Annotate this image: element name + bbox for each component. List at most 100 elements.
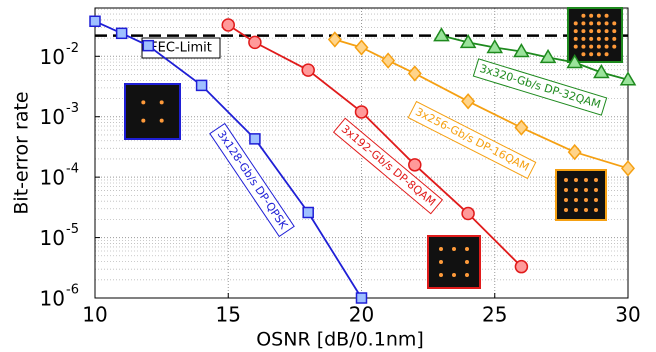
- constellation-point: [141, 119, 145, 123]
- series-label: 3x256-Gb/s DP-16QAM: [408, 102, 535, 179]
- constellation: [568, 8, 622, 62]
- constellation-point: [594, 178, 598, 182]
- x-tick-label: 10: [82, 303, 107, 327]
- point: [303, 208, 313, 218]
- y-tick-exponent: -4: [66, 162, 79, 177]
- constellation-point: [465, 247, 469, 251]
- constellation-point: [589, 45, 593, 49]
- y-tick-label: 10: [40, 287, 65, 311]
- constellation-point: [581, 29, 585, 33]
- y-tick-exponent: -5: [66, 222, 79, 237]
- constellation-point: [584, 208, 588, 212]
- constellation: [556, 170, 606, 220]
- point: [515, 121, 527, 135]
- constellation-point: [605, 14, 609, 18]
- constellation-point: [605, 37, 609, 41]
- constellation-point: [160, 100, 164, 104]
- point: [143, 41, 153, 51]
- constellation-point: [574, 198, 578, 202]
- constellation-point: [452, 247, 456, 251]
- constellation-point: [584, 188, 588, 192]
- constellation-point: [597, 45, 601, 49]
- constellation-point: [581, 14, 585, 18]
- point: [409, 66, 421, 80]
- constellation-point: [160, 119, 164, 123]
- legend-label: 3x320-Gb/s DP-32QAM: [478, 62, 602, 111]
- point: [117, 28, 127, 38]
- constellation-point: [612, 37, 616, 41]
- y-tick-label: 10: [40, 226, 65, 250]
- legend-label: 3x192-Gb/s DP-8QAM: [339, 122, 438, 208]
- constellation-point: [574, 37, 578, 41]
- y-tick-label: 10: [40, 166, 65, 190]
- constellation-point: [589, 14, 593, 18]
- constellation-point: [594, 198, 598, 202]
- constellation-point: [574, 29, 578, 33]
- point: [222, 19, 234, 31]
- constellation-point: [589, 37, 593, 41]
- constellation-point: [589, 21, 593, 25]
- constellation-point: [439, 273, 443, 277]
- point: [249, 36, 261, 48]
- point: [462, 94, 474, 108]
- constellation-point: [564, 188, 568, 192]
- x-tick-label: 15: [216, 303, 241, 327]
- constellation-point: [584, 178, 588, 182]
- y-tick-exponent: -6: [66, 283, 79, 298]
- constellation-point: [465, 260, 469, 264]
- constellation-point: [581, 37, 585, 41]
- point: [515, 261, 527, 273]
- y-tick-label: 10: [40, 105, 65, 129]
- point: [622, 161, 634, 175]
- point: [250, 134, 260, 144]
- point: [356, 106, 368, 118]
- constellation-point: [597, 29, 601, 33]
- x-tick-label: 20: [349, 303, 374, 327]
- constellation-point: [564, 178, 568, 182]
- constellation-point: [452, 273, 456, 277]
- constellation-point: [581, 52, 585, 56]
- y-tick-label: 10: [40, 45, 65, 69]
- y-tick-exponent: -2: [66, 41, 79, 56]
- point: [462, 208, 474, 220]
- point: [409, 159, 421, 171]
- constellation-point: [589, 29, 593, 33]
- point: [569, 145, 581, 159]
- constellation-point: [605, 45, 609, 49]
- constellation-point: [597, 52, 601, 56]
- constellation-point: [605, 21, 609, 25]
- constellation-point: [597, 14, 601, 18]
- constellation-point: [574, 45, 578, 49]
- x-tick-label: 25: [482, 303, 507, 327]
- point: [197, 80, 207, 90]
- point: [357, 293, 367, 303]
- constellation-point: [605, 52, 609, 56]
- constellation-point: [612, 45, 616, 49]
- constellation-point: [597, 21, 601, 25]
- point: [302, 64, 314, 76]
- constellation-point: [574, 208, 578, 212]
- constellation-point: [581, 21, 585, 25]
- point: [90, 16, 100, 26]
- constellation-point: [465, 273, 469, 277]
- constellation-point: [612, 29, 616, 33]
- constellation: [125, 84, 180, 139]
- constellation-point: [574, 21, 578, 25]
- constellation-point: [439, 247, 443, 251]
- constellation-point: [605, 29, 609, 33]
- constellation-point: [597, 37, 601, 41]
- x-axis-label: OSNR [dB/0.1nm]: [256, 329, 424, 351]
- y-tick-exponent: -3: [66, 101, 79, 116]
- y-axis-label: Bit-error rate: [11, 91, 33, 214]
- constellation-point: [564, 208, 568, 212]
- series-label: 3x192-Gb/s DP-8QAM: [334, 118, 443, 213]
- constellation-point: [439, 260, 443, 264]
- chart: OSNR [dB/0.1nm] Bit-error rate 10 15 20 25 3…: [0, 0, 656, 352]
- constellation: [428, 236, 480, 288]
- constellation-point: [594, 208, 598, 212]
- point: [356, 40, 368, 54]
- constellation-point: [612, 21, 616, 25]
- legend-label: 3x256-Gb/s DP-16QAM: [413, 105, 531, 174]
- constellation-point: [574, 188, 578, 192]
- constellation-point: [581, 45, 585, 49]
